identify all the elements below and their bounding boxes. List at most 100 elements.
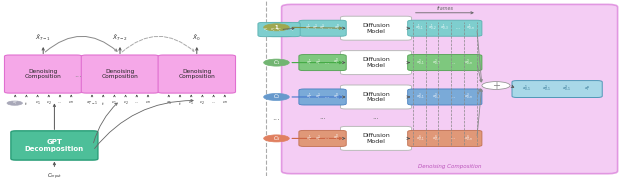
Text: $c_n$: $c_n$ bbox=[68, 100, 74, 106]
Text: $x_T^2$: $x_T^2$ bbox=[312, 23, 318, 33]
Text: $\cdots$: $\cdots$ bbox=[324, 136, 330, 140]
Text: $x_{0,n}^1$: $x_{0,n}^1$ bbox=[466, 23, 475, 33]
Text: $\cdots$: $\cdots$ bbox=[283, 27, 288, 32]
Text: $c_n$: $c_n$ bbox=[221, 100, 228, 106]
FancyBboxPatch shape bbox=[340, 126, 412, 150]
Text: ...: ... bbox=[273, 113, 280, 122]
Text: $x_T^2$: $x_T^2$ bbox=[269, 25, 276, 34]
FancyBboxPatch shape bbox=[299, 20, 346, 36]
Text: $\cdots$: $\cdots$ bbox=[450, 61, 456, 65]
Text: $c_2$: $c_2$ bbox=[200, 100, 205, 107]
Text: $x_T^1$: $x_T^1$ bbox=[263, 25, 269, 34]
Text: $x_T^2$: $x_T^2$ bbox=[315, 133, 321, 144]
FancyBboxPatch shape bbox=[340, 51, 412, 75]
FancyBboxPatch shape bbox=[408, 130, 482, 146]
Text: $x_T^1$: $x_T^1$ bbox=[305, 23, 311, 33]
Text: $x_{T-1}$: $x_{T-1}$ bbox=[86, 100, 98, 107]
Text: $x_1$: $x_1$ bbox=[166, 100, 172, 107]
Text: $c_1$: $c_1$ bbox=[188, 100, 194, 107]
Text: ...: ... bbox=[135, 100, 139, 104]
FancyBboxPatch shape bbox=[258, 22, 300, 37]
FancyBboxPatch shape bbox=[11, 131, 98, 160]
Text: $x_{0,1}^2$: $x_{0,1}^2$ bbox=[417, 57, 425, 68]
Text: $x_T^3$: $x_T^3$ bbox=[319, 23, 326, 33]
Text: $C_{input}$: $C_{input}$ bbox=[47, 172, 62, 182]
Text: $x_{0,2}^2$: $x_{0,2}^2$ bbox=[432, 57, 442, 68]
FancyBboxPatch shape bbox=[4, 55, 82, 93]
Text: $x_T^n$: $x_T^n$ bbox=[334, 24, 340, 33]
Text: GPT
Decomposition: GPT Decomposition bbox=[25, 139, 84, 152]
Text: $\cdots$: $\cdots$ bbox=[324, 95, 330, 99]
Text: $\cdots$: $\cdots$ bbox=[450, 136, 456, 140]
Text: $x_T^2$: $x_T^2$ bbox=[315, 92, 321, 102]
Text: $x_T^1$: $x_T^1$ bbox=[305, 57, 312, 68]
Text: $x_T^3$: $x_T^3$ bbox=[276, 25, 282, 34]
Text: Diffusion
Model: Diffusion Model bbox=[362, 92, 390, 102]
Text: $t$: $t$ bbox=[24, 100, 28, 107]
FancyBboxPatch shape bbox=[268, 22, 292, 37]
Text: Diffusion
Model: Diffusion Model bbox=[362, 133, 390, 144]
Text: $c_n$: $c_n$ bbox=[145, 100, 151, 106]
Text: $x_T^1$: $x_T^1$ bbox=[305, 92, 312, 102]
Text: $x_{0,1}^S$: $x_{0,1}^S$ bbox=[417, 133, 425, 144]
Text: $x_T^n$: $x_T^n$ bbox=[289, 26, 295, 33]
Circle shape bbox=[264, 135, 289, 142]
FancyBboxPatch shape bbox=[282, 4, 618, 174]
FancyBboxPatch shape bbox=[340, 85, 412, 109]
Text: $C_S$: $C_S$ bbox=[273, 134, 280, 143]
Text: ...: ... bbox=[319, 114, 326, 120]
Text: $x_{0,2}^3$: $x_{0,2}^3$ bbox=[432, 92, 442, 102]
Text: $x_{0,1}^3$: $x_{0,1}^3$ bbox=[417, 92, 425, 102]
Text: $t$: $t$ bbox=[178, 100, 182, 107]
Text: Denoising
Composition: Denoising Composition bbox=[25, 69, 61, 79]
FancyBboxPatch shape bbox=[408, 89, 482, 105]
Circle shape bbox=[264, 59, 289, 66]
Text: 1: 1 bbox=[275, 25, 278, 30]
FancyBboxPatch shape bbox=[158, 55, 236, 93]
FancyBboxPatch shape bbox=[408, 20, 482, 36]
Text: $\hat{X}_{0}$: $\hat{X}_{0}$ bbox=[193, 33, 201, 43]
FancyBboxPatch shape bbox=[299, 130, 346, 146]
Text: $x_T^n$: $x_T^n$ bbox=[333, 92, 340, 102]
Text: $x_T^1$: $x_T^1$ bbox=[305, 133, 312, 144]
Text: $x_{0,n}^S$: $x_{0,n}^S$ bbox=[464, 133, 474, 144]
Text: $C_1$: $C_1$ bbox=[273, 58, 280, 67]
Text: $\hat{X}_{T-1}$: $\hat{X}_{T-1}$ bbox=[35, 33, 51, 43]
Text: $c_2$: $c_2$ bbox=[123, 100, 129, 107]
Text: $x_T^n$: $x_T^n$ bbox=[333, 134, 340, 143]
Text: $x_T$: $x_T$ bbox=[12, 99, 18, 107]
Text: $x_{0,1}^3$: $x_{0,1}^3$ bbox=[563, 84, 572, 94]
Text: $x_{0,1}^2$: $x_{0,1}^2$ bbox=[542, 84, 552, 94]
Text: $x_{0,2}^S$: $x_{0,2}^S$ bbox=[432, 133, 442, 144]
Text: $c_1$: $c_1$ bbox=[111, 100, 117, 107]
FancyBboxPatch shape bbox=[299, 89, 346, 105]
Text: $\cdots$: $\cdots$ bbox=[455, 26, 460, 30]
Text: ...: ... bbox=[212, 100, 216, 104]
Text: $x_T^2$: $x_T^2$ bbox=[315, 57, 321, 68]
Text: Denoising
Composition: Denoising Composition bbox=[179, 69, 215, 79]
Text: $\cdots$: $\cdots$ bbox=[450, 95, 456, 99]
Circle shape bbox=[7, 101, 22, 105]
Text: $x_{0,1}^1$: $x_{0,1}^1$ bbox=[415, 23, 424, 33]
Text: Diffusion
Model: Diffusion Model bbox=[362, 23, 390, 34]
FancyBboxPatch shape bbox=[299, 55, 346, 71]
Text: frames: frames bbox=[436, 6, 453, 11]
Text: ...: ... bbox=[372, 114, 380, 120]
Text: $C_2$: $C_2$ bbox=[273, 93, 280, 101]
Text: ...: ... bbox=[58, 100, 62, 104]
Text: $x_{0,2}^1$: $x_{0,2}^1$ bbox=[428, 23, 436, 33]
Text: $x_{0,3}^1$: $x_{0,3}^1$ bbox=[440, 23, 449, 33]
Text: $x_{0,1}^1$: $x_{0,1}^1$ bbox=[522, 84, 532, 94]
Text: $x_{0,n}^2$: $x_{0,n}^2$ bbox=[464, 57, 474, 68]
Text: $x_{0,n}^3$: $x_{0,n}^3$ bbox=[464, 92, 474, 102]
Text: $\cdots$: $\cdots$ bbox=[324, 61, 330, 65]
Text: +: + bbox=[492, 81, 500, 91]
Text: $x_T$: $x_T$ bbox=[12, 100, 19, 107]
Text: $c_2$: $c_2$ bbox=[46, 100, 52, 107]
Circle shape bbox=[264, 94, 289, 100]
Text: Denoising
Composition: Denoising Composition bbox=[102, 69, 138, 79]
Text: ...: ... bbox=[74, 70, 82, 79]
Text: $\cdots$: $\cdots$ bbox=[327, 26, 333, 30]
FancyBboxPatch shape bbox=[340, 16, 412, 40]
Text: $t$: $t$ bbox=[101, 100, 105, 107]
